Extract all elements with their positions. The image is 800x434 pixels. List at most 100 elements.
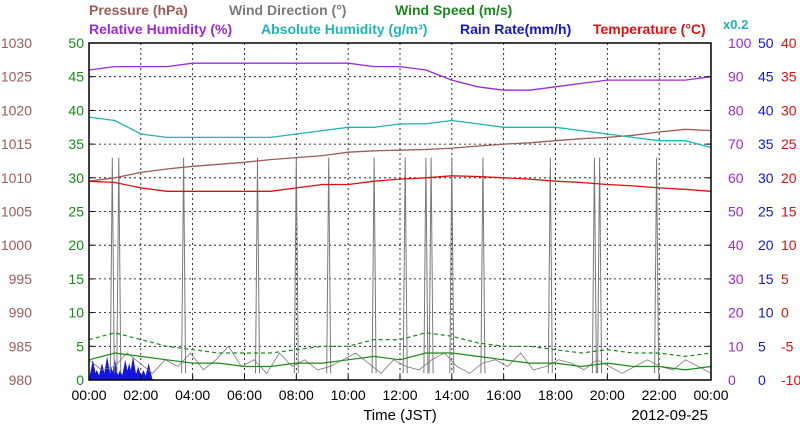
relative-humidity-axis-tick: 20 [728,305,744,321]
temperature-axis-tick: 10 [781,237,797,253]
relative-humidity-axis-tick: 10 [728,338,744,354]
wind-speed-axis-tick: 45 [68,69,84,85]
wind-speed-axis-tick: 25 [68,204,84,220]
rain-rate-axis-tick: 5 [758,338,766,354]
wind-speed-axis-tick: 50 [68,35,84,51]
wind-speed-axis-tick: 15 [68,271,84,287]
rain-rate-bar [134,366,143,380]
pressure-axis-tick: 980 [9,372,33,388]
absolute-humidity-line [88,116,712,149]
rain-rate-axis-tick: 25 [758,204,774,220]
wind-direction-spike [109,157,115,374]
wind-speed-axis-tick: 35 [68,136,84,152]
wind-speed-axis-tick: 40 [68,102,84,118]
grid [89,43,711,380]
wind-direction-spike [428,157,434,374]
rain-rate-axis-tick: 35 [758,136,774,152]
wind-speed-axis-tick: 5 [76,338,84,354]
pressure-axis-tick: 1030 [1,35,32,51]
relative-humidity-axis-tick: 100 [728,35,752,51]
x-axis-tick: 06:00 [227,387,262,403]
temperature-axis-tick: 30 [781,102,797,118]
wind-direction-spike [480,157,486,374]
wind-direction-spike [591,157,597,374]
temperature-axis-tick: 35 [781,69,797,85]
wind-direction-spike [654,157,660,374]
x-axis-label: Time (JST) [363,407,437,424]
wind-direction-spike [293,157,299,374]
temperature-axis-tick: -5 [781,338,794,354]
x-axis-tick: 04:00 [175,387,210,403]
temperature-axis-tick: 0 [781,305,789,321]
pressure-axis-tick: 1005 [1,204,32,220]
temperature-axis-tick: -10 [781,372,800,388]
pressure-axis-tick: 995 [9,271,33,287]
wind-direction-spike [547,157,553,374]
wind-direction-spike [255,157,260,374]
legend-pressure: Pressure (hPa) [89,2,188,18]
legend-rain-rate: Rain Rate(mm/h) [460,21,571,37]
pressure-line [88,128,712,182]
relative-humidity-axis-tick: 70 [728,136,744,152]
rain-rate-axis-tick: 0 [758,372,766,388]
x-axis-tick: 14:00 [434,387,469,403]
x-axis-tick: 20:00 [590,387,625,403]
wind-direction-spike [371,157,377,374]
wind-direction-spike [449,157,455,374]
wind-direction-spike [423,157,429,374]
wind-direction-baseline [88,345,712,374]
wind-direction-spike [326,157,332,374]
legend-scale-note: x0.2 [723,17,748,32]
x-axis-tick: 22:00 [642,387,677,403]
wind-speed-axis-tick: 20 [68,237,84,253]
rain-rate-bar [144,363,153,380]
temperature-axis-tick: 15 [781,204,797,220]
pressure-axis-tick: 1010 [1,170,32,186]
wind-speed-axis-tick: 30 [68,170,84,186]
axes: 1030102510201015101010051000995990985980… [1,35,800,403]
pressure-axis-tick: 1020 [1,102,32,118]
wind-direction-spike [597,157,603,374]
wind-speed-line [88,352,712,371]
wind-direction-spike [116,157,122,374]
relative-humidity-axis-tick: 90 [728,69,744,85]
x-axis-tick: 10:00 [331,387,366,403]
wind-direction-spike [181,157,187,374]
relative-humidity-axis-tick: 60 [728,170,744,186]
wind-direction-spike [402,157,408,374]
x-axis-tick: 08:00 [279,387,314,403]
x-axis-tick: 12:00 [382,387,417,403]
rain-rate-axis-tick: 15 [758,271,774,287]
relative-humidity-axis-tick: 40 [728,237,744,253]
wind-speed-axis-tick: 10 [68,305,84,321]
x-axis-tick: 02:00 [123,387,158,403]
relative-humidity-axis-tick: 30 [728,271,744,287]
pressure-axis-tick: 1015 [1,136,32,152]
pressure-axis-tick: 1025 [1,69,32,85]
pressure-axis-tick: 1000 [1,237,32,253]
rain-rate-axis-tick: 50 [758,35,774,51]
legend-wind-speed: Wind Speed (m/s) [395,2,512,18]
wind-gust-line [88,332,712,358]
x-axis-tick: 16:00 [486,387,521,403]
rain-rate-axis-tick: 20 [758,237,774,253]
temperature-line [88,175,712,192]
pressure-axis-tick: 985 [9,338,33,354]
rain-rate-axis-tick: 45 [758,69,774,85]
date-label: 2012-09-25 [631,407,708,424]
x-axis-tick: 18:00 [538,387,573,403]
x-axis-tick: 00:00 [693,387,728,403]
legend-temperature: Temperature (°C) [593,21,706,37]
wind-speed-axis-tick: 0 [76,372,84,388]
legend: Pressure (hPa) Wind Direction (°) Wind S… [89,2,748,37]
legend-absolute-humidity: Absolute Humidity (g/m³) [261,21,427,37]
rain-rate-bar [110,359,119,380]
rain-rate-axis-tick: 30 [758,170,774,186]
rain-rate-axis-tick: 10 [758,305,774,321]
series-layer [88,62,712,380]
rain-rate-bar [129,356,138,380]
legend-wind-direction: Wind Direction (°) [229,2,346,18]
relative-humidity-line [88,62,712,91]
temperature-axis-tick: 5 [781,271,789,287]
